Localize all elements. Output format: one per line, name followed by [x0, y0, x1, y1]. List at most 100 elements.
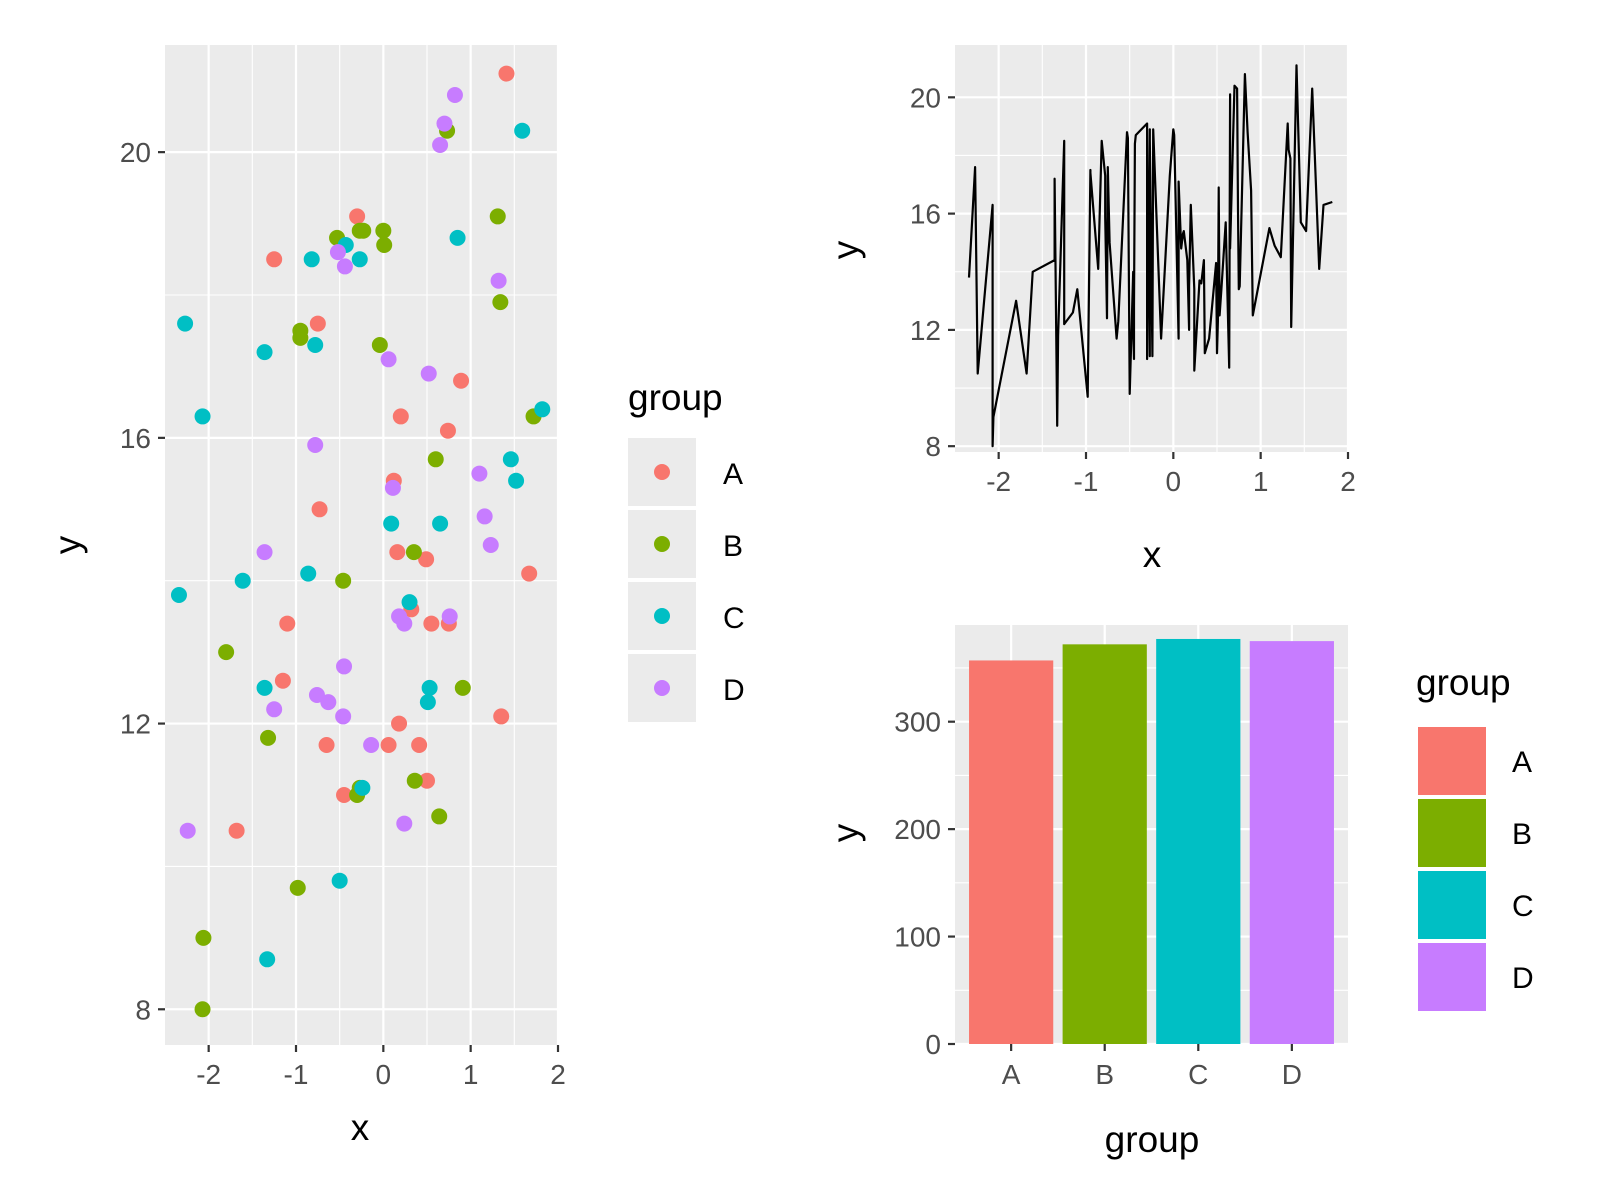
y-tick-label: 20 — [120, 137, 151, 168]
point-a — [418, 551, 435, 568]
bar-y-axis-title: y — [825, 823, 866, 842]
legend-label-b: B — [723, 530, 743, 563]
point-c — [354, 779, 371, 796]
point-c — [508, 472, 525, 489]
point-b — [335, 572, 352, 589]
bar-ticks — [948, 720, 1293, 1051]
bar-a — [969, 660, 1054, 1044]
point-d — [363, 737, 380, 753]
y-tick-label: 20 — [910, 82, 941, 113]
point-d — [432, 137, 449, 153]
point-c — [331, 872, 348, 889]
point-a — [389, 544, 406, 561]
y-tick-label: 0 — [925, 1029, 941, 1060]
point-c — [419, 694, 436, 711]
scatter-x-tick-labels: -2 -1 0 1 2 — [196, 1059, 566, 1090]
y-tick-label: 12 — [120, 709, 151, 740]
scatter-x-axis-title: x — [351, 1107, 370, 1148]
y-tick-label: 200 — [894, 814, 941, 845]
point-c — [194, 408, 211, 425]
x-tick-label: 2 — [1340, 466, 1356, 497]
point-c — [259, 951, 276, 968]
point-c — [421, 679, 438, 696]
x-tick-label: -2 — [986, 466, 1011, 497]
point-a — [419, 772, 435, 789]
point-a — [498, 65, 515, 82]
legend-label-a: A — [723, 458, 743, 491]
point-c — [401, 594, 418, 611]
point-d — [436, 115, 453, 132]
point-c — [449, 229, 466, 246]
point-d — [482, 537, 499, 553]
point-a — [493, 708, 510, 725]
x-tick-label: -1 — [1074, 466, 1099, 497]
point-a — [411, 737, 428, 753]
bar-plot: A B C D 0 100 200 300 group y — [825, 625, 1348, 1160]
x-tick-label-d: D — [1282, 1059, 1302, 1090]
point-d — [335, 708, 352, 725]
line-x-tick-labels: -2 -1 0 1 2 — [986, 466, 1356, 497]
point-d — [490, 272, 507, 289]
legend-key-a — [1418, 727, 1486, 795]
legend-key-d — [1418, 943, 1486, 1011]
point-c — [256, 344, 273, 361]
point-d — [471, 465, 488, 482]
point-c — [432, 515, 449, 532]
legend-label-d: D — [1512, 962, 1534, 995]
legend-key-a — [654, 464, 670, 480]
point-a — [311, 501, 328, 518]
legend-label-a: A — [1512, 746, 1532, 779]
point-b — [355, 222, 372, 239]
point-d — [380, 351, 397, 368]
point-b — [292, 329, 309, 346]
legend-label-c: C — [723, 602, 745, 635]
point-b — [218, 644, 235, 661]
legend-item-c: C — [628, 582, 745, 650]
bar-series — [969, 638, 1334, 1044]
scatter-ticks — [158, 151, 560, 1052]
line-series — [967, 64, 1333, 448]
point-d — [396, 615, 413, 632]
legend-key-c — [654, 608, 670, 624]
scatter-plot: -2 -1 0 1 2 8 12 16 20 x y — [47, 45, 566, 1148]
point-d — [420, 365, 437, 382]
legend-item-b: B — [628, 510, 743, 578]
legend-key-b — [654, 536, 670, 552]
point-c — [234, 572, 251, 589]
point-c — [534, 401, 551, 418]
point-b — [375, 222, 392, 239]
bar-d — [1249, 641, 1334, 1044]
legend-item-a: A — [1418, 727, 1532, 795]
point-a — [336, 787, 353, 803]
bar-y-tick-labels: 0 100 200 300 — [894, 707, 941, 1060]
legend-key-c — [1418, 871, 1486, 939]
scatter-gridlines — [165, 45, 560, 1045]
point-c — [177, 315, 194, 332]
x-tick-label: -2 — [196, 1059, 221, 1090]
point-b — [454, 679, 471, 696]
legend-item-d: D — [1418, 943, 1534, 1011]
y-tick-label: 8 — [135, 994, 151, 1025]
point-a — [266, 251, 283, 268]
point-d — [307, 437, 324, 453]
point-c — [514, 122, 531, 139]
line-ticks — [948, 96, 1350, 459]
point-a — [453, 372, 470, 389]
point-d — [320, 694, 337, 711]
point-d — [441, 608, 458, 625]
point-d — [336, 658, 353, 675]
point-b — [194, 1001, 211, 1018]
scatter-points — [170, 65, 551, 1018]
bar-x-tick-labels: A B C D — [1002, 1059, 1302, 1090]
scatter-panel-background — [165, 45, 558, 1045]
point-a — [228, 822, 245, 839]
point-a — [521, 565, 538, 582]
point-a — [439, 422, 456, 439]
legend-key-b — [1418, 799, 1486, 867]
point-a — [380, 737, 397, 753]
line-gridlines — [955, 45, 1350, 452]
point-b — [260, 729, 277, 746]
point-d — [179, 822, 196, 839]
x-tick-label: 0 — [376, 1059, 392, 1090]
